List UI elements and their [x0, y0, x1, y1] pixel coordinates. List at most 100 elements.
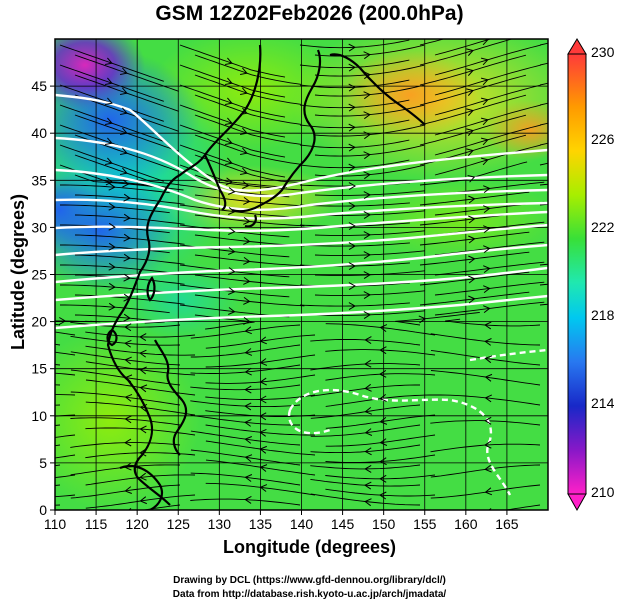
streamline-arrow — [468, 215, 476, 224]
streamline-arrow — [589, 278, 595, 285]
streamline-arrow — [124, 356, 132, 365]
streamline-arrow — [244, 367, 252, 376]
streamline-arrow — [240, 127, 248, 135]
streamline-arrow — [243, 296, 251, 305]
streamline-arrow — [244, 436, 252, 444]
colorbar-label: 226 — [591, 131, 615, 147]
streamline-arrow — [348, 242, 356, 251]
streamline-arrow — [120, 167, 128, 175]
streamline-arrow — [20, 477, 26, 484]
streamline-arrow — [348, 282, 356, 291]
coastlines — [106, 44, 426, 510]
streamline-arrow — [483, 185, 491, 193]
streamline — [55, 384, 61, 386]
streamline-arrow — [227, 187, 236, 195]
streamline-arrow — [243, 276, 251, 285]
streamline-arrow — [588, 73, 594, 80]
streamline-arrow — [259, 395, 267, 404]
streamline-arrow — [364, 336, 372, 345]
streamline-arrow — [363, 291, 371, 300]
streamline-arrow — [466, 128, 474, 136]
streamline — [55, 331, 76, 336]
colorbar-bottom-triangle — [567, 493, 587, 512]
streamline-arrow — [139, 448, 147, 457]
streamline-arrow — [139, 384, 148, 393]
streamline-arrow — [466, 148, 474, 156]
streamline-arrow — [363, 211, 371, 220]
streamline-arrow — [240, 167, 248, 175]
streamline-arrow — [259, 412, 267, 421]
streamline-arrow — [589, 238, 595, 245]
streamline-arrow — [139, 403, 148, 412]
colorbar-top-triangle — [567, 38, 587, 55]
streamline-arrow — [379, 438, 388, 446]
streamline-arrow — [466, 108, 474, 116]
streamline-arrow — [364, 383, 372, 392]
streamline-arrow — [244, 348, 253, 356]
streamline-arrow — [348, 202, 356, 211]
streamline-arrow — [124, 374, 133, 383]
streamline-arrow — [123, 273, 131, 282]
streamline-arrow — [418, 315, 427, 324]
streamline — [55, 464, 61, 467]
streamline-arrow — [5, 382, 11, 389]
streamline — [55, 434, 76, 438]
streamline-arrow — [105, 137, 113, 145]
streamline-arrow — [240, 147, 248, 155]
streamline-arrow — [364, 407, 373, 415]
streamline-arrow — [108, 182, 116, 191]
streamline-arrow — [363, 131, 371, 140]
streamline-arrow — [6, 448, 12, 455]
streamline-arrow — [227, 247, 236, 255]
streamline-arrow — [484, 355, 493, 364]
wind-speed-contours — [55, 93, 548, 496]
streamline-arrow — [124, 339, 132, 348]
streamline-arrow — [379, 394, 387, 402]
y-tick-label: 10 — [31, 408, 47, 424]
x-tick-label: 145 — [331, 516, 355, 532]
streamline-arrow — [588, 113, 594, 120]
streamline-arrow — [123, 253, 131, 262]
streamline-arrow — [480, 57, 489, 66]
y-tick-label: 25 — [31, 267, 47, 283]
streamline-arrow — [105, 177, 114, 186]
streamline-arrow — [363, 151, 371, 160]
streamline-arrow — [363, 231, 371, 240]
streamline-arrow — [589, 198, 595, 205]
streamline-arrow — [363, 171, 371, 180]
streamline-arrow — [482, 39, 489, 46]
streamline-arrow — [466, 29, 473, 36]
streamline-arrow — [139, 333, 147, 342]
streamline-arrow — [6, 428, 12, 435]
streamline-arrow — [483, 305, 491, 313]
streamline — [55, 504, 61, 506]
streamline-arrow — [483, 245, 491, 253]
streamline-arrow — [139, 425, 147, 434]
y-tick-label: 30 — [31, 219, 47, 235]
streamline-arrow — [363, 111, 371, 120]
streamline-arrow — [5, 406, 11, 413]
streamline-arrow — [244, 326, 252, 335]
streamline-arrow — [105, 57, 113, 65]
streamline-arrow — [5, 484, 11, 491]
streamline — [55, 444, 61, 447]
streamline-arrow — [20, 416, 26, 423]
streamline-arrow — [225, 77, 233, 85]
streamline-arrow — [348, 222, 356, 231]
streamline-arrow — [363, 271, 371, 280]
streamline-arrow — [364, 428, 373, 436]
streamline-arrow — [480, 117, 489, 126]
streamline-arrow — [244, 495, 252, 504]
streamline-arrow — [108, 222, 116, 231]
longitude-ticks: 110 115 120 125 130 135 140 145 150 155 160 165 — [44, 510, 519, 532]
streamline-arrow — [484, 440, 492, 449]
streamline — [55, 394, 76, 396]
colorbar-bar — [567, 53, 587, 495]
streamline-arrow — [123, 293, 131, 302]
streamline-arrow — [379, 457, 387, 466]
streamline-arrow — [225, 97, 233, 105]
x-tick-label: 155 — [413, 516, 437, 532]
x-tick-label: 160 — [454, 516, 478, 532]
streamline — [55, 474, 76, 479]
